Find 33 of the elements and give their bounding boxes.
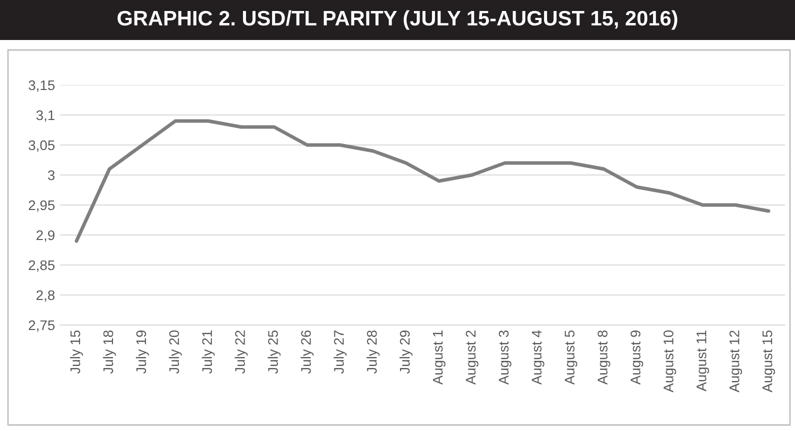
y-tick-label: 3 [48,170,55,180]
x-tick-label: July 29 [400,330,412,374]
x-tick-label: August 10 [664,330,676,392]
x-tick-label: July 27 [334,330,347,374]
x-tick-label: August 5 [564,330,578,385]
x-tick-label: August 1 [433,330,446,385]
x-tick-label: July 19 [136,330,149,374]
x-tick-label: July 15 [70,330,83,374]
x-tick-label: July 20 [168,330,182,374]
y-tick-label: 3,1 [36,110,54,122]
y-tick-label: 3,15 [28,80,55,92]
x-tick-label: August 2 [466,330,478,385]
x-tick-label: July 18 [102,330,116,374]
x-tick-label: August 15 [762,330,775,392]
x-tick-label: August 4 [532,330,544,385]
x-tick-label: July 21 [202,330,215,374]
x-tick-label: July 25 [268,330,281,374]
y-tick-label: 2,85 [28,260,55,272]
x-tick-label: August 12 [729,330,742,392]
line-series [74,119,770,243]
y-tick-label: 2,95 [28,200,55,212]
x-tick-label: July 26 [300,330,314,374]
x-tick-label: August 8 [598,330,610,385]
x-tick-label: August 11 [696,330,710,392]
y-tick-label: 2,75 [28,320,55,332]
x-tick-label: July 28 [366,330,380,374]
chart-title: GRAPHIC 2. USD/TL PARITY (JULY 15-AUGUST 15, 2016) [118,10,678,30]
y-tick-label: 2,8 [36,290,55,302]
x-tick-label: August 9 [630,330,644,385]
y-tick-label: 2,9 [36,230,54,242]
x-tick-label: August 3 [498,330,512,385]
x-tick-label: July 22 [234,330,248,374]
y-tick-label: 3,05 [28,140,55,152]
